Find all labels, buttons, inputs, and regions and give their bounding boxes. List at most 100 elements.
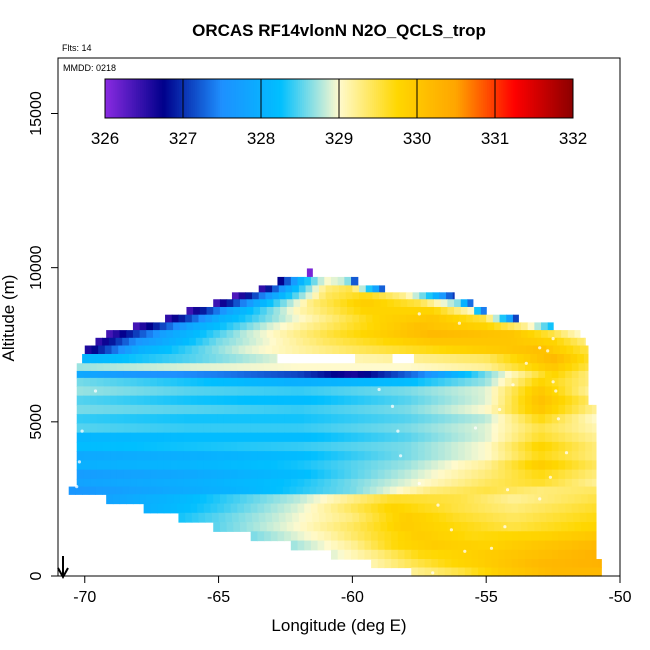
colorbar-segment: [220, 79, 223, 118]
heat-cell: [155, 337, 163, 347]
heat-cell: [498, 531, 506, 542]
heat-cell: [157, 441, 165, 452]
heat-cell: [438, 441, 446, 452]
heat-cell: [444, 549, 452, 560]
heat-cell: [498, 404, 506, 415]
heat-cell: [369, 337, 378, 347]
heat-cell: [484, 423, 493, 434]
heat-cell: [574, 522, 582, 532]
heat-cell: [367, 299, 375, 308]
heat-cell: [518, 460, 526, 471]
heat-cell: [339, 345, 347, 355]
heat-cell: [136, 386, 145, 397]
colorbar-segment: [479, 79, 482, 118]
colorbar-segment: [440, 79, 443, 118]
heat-cell: [391, 531, 399, 542]
track-point: [538, 346, 542, 350]
heat-cell: [213, 330, 221, 339]
heat-cell: [417, 414, 426, 424]
heat-cell: [447, 522, 455, 532]
colorbar-segment: [181, 79, 184, 118]
heat-cell: [225, 314, 233, 323]
colorbar-segment: [510, 79, 513, 118]
heat-cell: [484, 540, 493, 551]
heat-cell: [559, 345, 568, 355]
heat-cell: [411, 395, 419, 406]
heat-cell: [230, 377, 238, 387]
heat-cell: [438, 503, 446, 514]
heat-cell: [304, 276, 312, 286]
heat-cell: [444, 478, 452, 488]
heat-cell: [293, 306, 301, 316]
heat-cell: [397, 423, 406, 434]
heat-cell: [330, 377, 339, 387]
heat-cell: [222, 337, 230, 347]
heat-cell: [157, 377, 165, 387]
heat-cell: [273, 522, 281, 532]
heat-cell: [226, 494, 234, 505]
heat-cell: [300, 306, 308, 316]
heat-cell: [424, 370, 432, 379]
heat-cell: [364, 451, 372, 461]
track-point: [431, 571, 435, 575]
heat-cell: [391, 414, 399, 424]
heat-cell: [262, 486, 271, 495]
heat-cell: [290, 423, 299, 434]
heat-cell: [507, 322, 515, 331]
heat-cell: [512, 314, 519, 323]
heat-cell: [150, 370, 158, 379]
heat-cell: [471, 460, 479, 471]
heat-cell: [352, 292, 360, 300]
heat-cell: [297, 460, 305, 471]
heat-cell: [139, 322, 147, 331]
heat-cell: [565, 478, 573, 488]
heat-cell: [578, 395, 586, 406]
heat-cell: [123, 370, 131, 379]
heat-cell: [585, 567, 593, 577]
heat-cell: [258, 285, 266, 293]
heat-cell: [339, 285, 347, 293]
heat-cell: [377, 414, 386, 424]
heat-cell: [545, 567, 553, 577]
heat-cell: [438, 377, 446, 387]
heat-cell: [471, 531, 479, 542]
heat-cell: [226, 299, 234, 308]
heat-cell: [237, 432, 245, 443]
heat-cell: [326, 299, 335, 308]
heat-cell: [170, 451, 178, 461]
heat-cell: [518, 386, 526, 397]
heat-cell: [444, 559, 452, 569]
heat-cell: [444, 423, 452, 434]
heat-cell: [400, 299, 408, 308]
heat-cell: [400, 522, 408, 532]
heat-cell: [412, 292, 420, 300]
colorbar-segment: [436, 79, 439, 118]
heat-cell: [266, 299, 275, 308]
heat-cell: [438, 460, 446, 471]
heat-cell: [170, 432, 178, 443]
heat-cell: [384, 540, 392, 551]
heat-cell: [530, 486, 538, 495]
heat-cell: [412, 512, 420, 523]
track-point: [377, 387, 381, 392]
heat-cell: [210, 460, 218, 471]
heat-cell: [545, 549, 553, 560]
heat-cell: [384, 503, 392, 514]
heat-cell: [538, 549, 546, 560]
heat-cell: [531, 370, 539, 379]
heat-cell: [229, 486, 237, 495]
heat-cell: [439, 314, 447, 323]
heat-cell: [471, 370, 479, 379]
heat-cell: [571, 404, 580, 415]
heat-cell: [438, 469, 446, 480]
heat-cell: [360, 306, 368, 316]
heat-cell: [178, 512, 186, 523]
heat-cell: [270, 386, 279, 397]
heat-cell: [525, 559, 533, 569]
heat-cell: [252, 292, 260, 300]
heat-cell: [150, 414, 158, 424]
heat-cell: [571, 540, 580, 551]
heat-cell: [464, 370, 473, 379]
heat-cell: [434, 306, 442, 316]
